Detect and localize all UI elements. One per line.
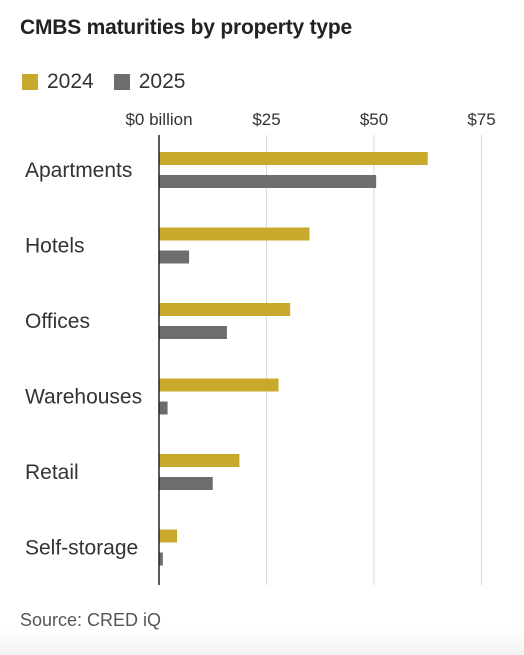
bar-apartments-2024 — [159, 152, 428, 165]
x-tick-label-75: $75 — [467, 110, 495, 129]
category-label-offices: Offices — [25, 310, 90, 333]
x-tick-label-50: $50 — [360, 110, 388, 129]
bar-warehouses-2025 — [159, 401, 168, 415]
category-label-apartments: Apartments — [25, 159, 132, 182]
x-tick-label-25: $25 — [252, 110, 280, 129]
bar-warehouses-2024 — [159, 378, 279, 392]
legend-swatch-2024 — [22, 74, 38, 90]
legend-swatch-2025 — [113, 74, 130, 90]
chart-title: CMBS maturities by property type — [20, 16, 352, 39]
bar-retail-2024 — [159, 454, 240, 467]
bar-self-storage-2025 — [159, 552, 163, 566]
bar-apartments-2025 — [159, 175, 377, 188]
legend-label-2025: 2025 — [138, 70, 186, 93]
category-label-retail: Retail — [25, 461, 79, 484]
bar-hotels-2025 — [159, 250, 190, 264]
source-note: Source: CRED iQ — [20, 610, 162, 630]
bar-offices-2025 — [159, 326, 227, 339]
bar-offices-2024 — [159, 303, 291, 316]
bar-chart: $0 billion $25 $50 $75 Apartments Hotels Offic… — [25, 110, 496, 585]
legend: 2024 2025 — [22, 70, 205, 94]
legend-item-2024: 2024 — [22, 70, 94, 94]
footer-band — [0, 630, 524, 655]
category-label-warehouses: Warehouses — [25, 386, 142, 409]
bar-retail-2025 — [159, 477, 213, 490]
legend-item-2025: 2025 — [113, 70, 186, 94]
legend-label-2024: 2024 — [47, 70, 94, 93]
category-label-hotels: Hotels — [25, 235, 85, 258]
bar-hotels-2024 — [159, 227, 310, 241]
bar-self-storage-2024 — [159, 529, 178, 543]
x-tick-label-0: $0 billion — [125, 110, 192, 129]
category-label-self-storage: Self-storage — [25, 537, 138, 560]
